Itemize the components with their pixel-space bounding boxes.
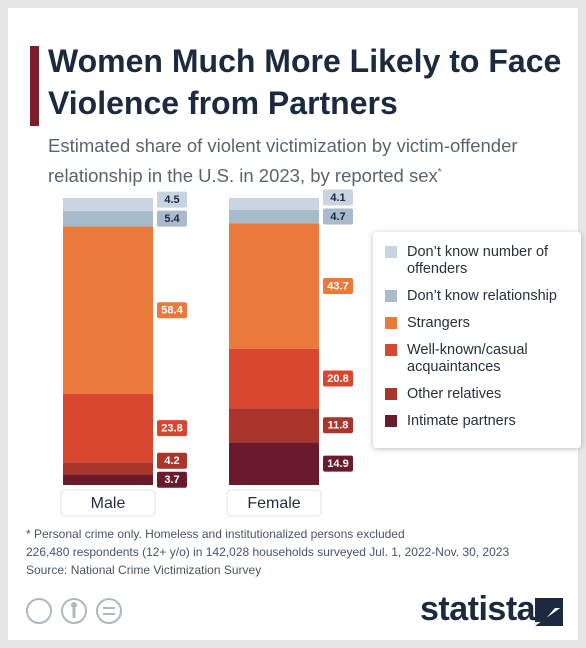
legend-swatch xyxy=(385,317,397,329)
bar-segment xyxy=(63,198,153,211)
note: 226,480 respondents (12+ y/o) in 142,028… xyxy=(26,545,510,559)
legend-item: Don’t know relationship xyxy=(385,288,575,305)
subtitle-text: Estimated share of violent victimization… xyxy=(48,135,518,187)
value-label: 4.1 xyxy=(330,192,345,204)
legend-item: Other relatives xyxy=(385,386,575,403)
bar-segment xyxy=(229,408,319,443)
value-label: 43.7 xyxy=(327,280,348,292)
value-label-box xyxy=(323,208,353,225)
note: Source: National Crime Victimization Sur… xyxy=(26,563,262,577)
legend-swatch xyxy=(385,290,397,302)
category-label: Male xyxy=(91,495,126,512)
category-label: Female xyxy=(247,495,300,512)
value-label: 58.4 xyxy=(161,305,183,317)
value-label-box xyxy=(157,420,187,437)
value-label: 14.9 xyxy=(327,458,348,470)
brand: statista xyxy=(420,590,536,628)
bar-segment xyxy=(63,474,153,485)
legend-label: Don’t know number of offenders xyxy=(407,244,549,277)
title-accent xyxy=(30,46,39,126)
bar-segment xyxy=(229,348,319,409)
note: * Personal crime only. Homeless and inst… xyxy=(26,527,405,541)
legend-item: Don’t know number of offenders xyxy=(385,244,575,278)
value-label: 4.5 xyxy=(164,194,179,206)
value-label-box xyxy=(157,210,187,227)
value-label-box xyxy=(323,417,353,434)
bar-segment xyxy=(63,462,153,475)
legend-swatch xyxy=(385,246,397,258)
chart: 3.7 4.2 23.8 58.4 5.4 4.5 Male 14.9 11.8 20.8 43.7… xyxy=(26,189,563,626)
legend-swatch xyxy=(385,344,397,356)
legend-swatch xyxy=(385,388,397,400)
value-label-box xyxy=(157,302,187,319)
value-label: 5.4 xyxy=(164,213,180,225)
license-icons xyxy=(26,598,122,624)
brand-logo xyxy=(535,598,563,626)
bar-segment xyxy=(63,210,153,227)
legend-item: Well-known/casual acquaintances xyxy=(385,342,575,376)
chart-title: Women Much More Likely to Face Violence … xyxy=(48,43,562,121)
bar-segment xyxy=(63,226,153,395)
notes: * Personal crime only. Homeless and inst… xyxy=(26,525,509,579)
legend-label: Don’t know relationship xyxy=(407,288,557,304)
value-label-box xyxy=(323,455,353,472)
value-label: 20.8 xyxy=(327,373,348,385)
legend: Don’t know number of offenders Don’t know… xyxy=(373,232,581,448)
value-label: 11.8 xyxy=(328,420,349,432)
value-label: 4.7 xyxy=(330,211,345,223)
value-label-box xyxy=(157,191,187,208)
bar-segment xyxy=(229,198,319,210)
subtitle-mark: * xyxy=(437,167,442,178)
chart-subtitle: Estimated share of violent victimization… xyxy=(48,132,568,189)
value-label: 3.7 xyxy=(164,474,179,486)
legend-label: Other relatives xyxy=(407,386,502,402)
legend-swatch xyxy=(385,415,397,427)
value-label: 23.8 xyxy=(161,423,182,435)
value-label-box xyxy=(323,370,353,387)
category-box xyxy=(60,489,156,517)
legend-item: Intimate partners xyxy=(385,413,575,430)
card: Women Much More Likely to Face Violence … xyxy=(8,8,581,640)
value-label-box xyxy=(323,277,353,294)
bar-segment xyxy=(229,223,319,349)
value-label-box xyxy=(323,189,353,206)
legend-label: Intimate partners xyxy=(407,413,516,429)
bar-segment xyxy=(229,442,319,485)
legend-label: Well-known/casual acquaintances xyxy=(407,342,528,375)
bar-segment xyxy=(229,209,319,224)
bar-segment xyxy=(63,394,153,463)
category-box xyxy=(226,489,322,517)
value-label-box xyxy=(157,471,187,488)
value-label-box xyxy=(157,452,187,469)
legend-item: Strangers xyxy=(385,315,575,332)
legend-label: Strangers xyxy=(407,315,470,331)
value-label: 4.2 xyxy=(164,455,179,467)
